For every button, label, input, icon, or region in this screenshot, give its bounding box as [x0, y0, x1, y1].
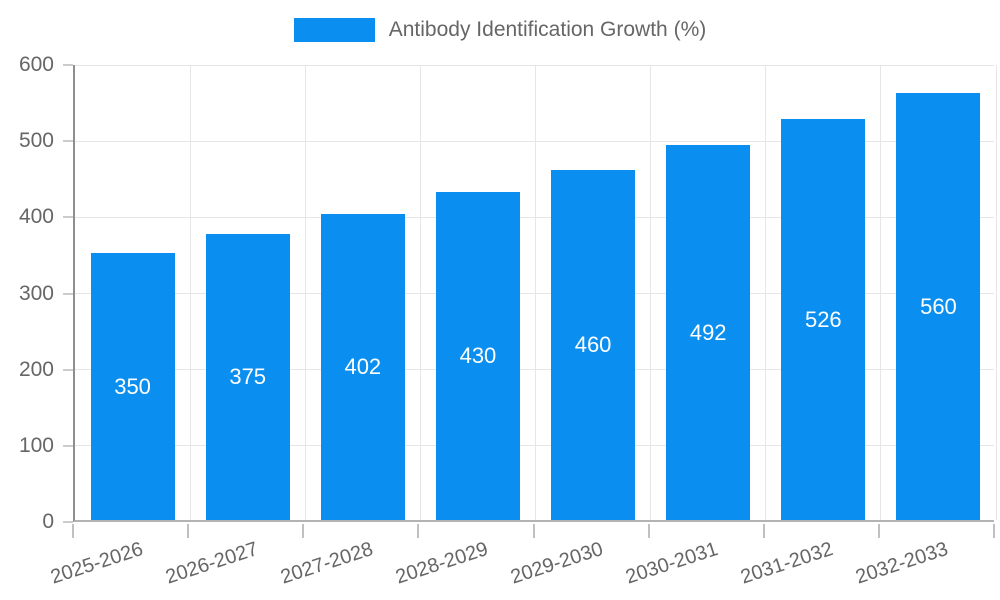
x-label-anchor: 2031-2032: [734, 538, 836, 588]
x-label-anchor: 2027-2028: [273, 538, 376, 588]
legend-label: Antibody Identification Growth (%): [388, 18, 707, 41]
bar-value-label: 350: [114, 373, 151, 399]
gridline-vertical: [995, 65, 997, 520]
bar[interactable]: 560: [896, 93, 981, 520]
x-axis-tick: [187, 524, 190, 538]
gridline-horizontal: [75, 64, 994, 66]
y-tick-label: 600: [18, 53, 54, 76]
bar[interactable]: 350: [90, 253, 175, 520]
y-tick-label: 0: [42, 510, 54, 533]
plot-area: 350 375 402 430 460 492 526 560: [73, 64, 997, 522]
x-axis-tick: [417, 524, 420, 538]
bar-value-label: 526: [804, 306, 842, 332]
y-axis-tick: [63, 216, 73, 219]
y-axis-tick: [63, 521, 73, 523]
gridline-horizontal: [75, 216, 994, 218]
bar[interactable]: 460: [551, 169, 636, 520]
x-label-anchor: 2030-2031: [619, 538, 721, 588]
x-axis-tick: [647, 524, 650, 538]
gridline-horizontal: [75, 445, 994, 447]
chart-legend[interactable]: Antibody Identification Growth (%): [0, 18, 1000, 42]
bar-value-label: 430: [459, 343, 497, 369]
x-tick-label: 2031-2032: [738, 538, 837, 589]
gridline-horizontal: [75, 369, 994, 371]
x-label-anchor: 2029-2030: [503, 538, 606, 588]
x-axis-tick: [302, 524, 305, 538]
x-tick-label: 2029-2030: [508, 538, 606, 589]
bar[interactable]: 402: [320, 213, 405, 520]
y-axis-tick: [63, 444, 73, 447]
x-tick-label: 2025-2026: [47, 538, 146, 589]
x-axis-tick: [532, 524, 535, 538]
bar[interactable]: 430: [435, 192, 520, 520]
x-axis-tick: [877, 524, 880, 538]
bar-value-label: 492: [689, 319, 727, 345]
y-tick-label: 400: [18, 205, 54, 229]
gridline-vertical: [535, 65, 536, 520]
legend-swatch: [293, 18, 375, 42]
bar-value-label: 402: [344, 353, 382, 379]
gridline-vertical: [765, 65, 767, 520]
gridline-vertical: [304, 65, 306, 520]
bar[interactable]: 492: [666, 145, 751, 520]
gridline-vertical: [650, 65, 652, 520]
y-axis-tick: [63, 140, 73, 143]
y-tick-label: 200: [18, 357, 54, 381]
bar-value-label: 560: [920, 293, 957, 319]
bar-value-label: 375: [229, 364, 267, 390]
bar-value-label: 460: [574, 331, 612, 357]
y-axis-tick: [63, 64, 73, 66]
x-tick-label: 2026-2027: [162, 538, 261, 589]
gridline-horizontal: [75, 140, 994, 142]
x-axis-tick: [993, 524, 995, 538]
bar[interactable]: 375: [205, 234, 290, 520]
y-tick-label: 300: [18, 281, 54, 305]
x-label-anchor: 2028-2029: [388, 538, 491, 588]
gridline-vertical: [880, 65, 882, 520]
x-label-anchor: 2025-2026: [43, 538, 146, 588]
y-tick-label: 100: [18, 433, 54, 457]
y-axis-tick: [63, 368, 73, 371]
y-axis-tick: [63, 292, 73, 295]
x-tick-label: 2028-2029: [392, 538, 491, 589]
y-tick-label: 500: [18, 129, 54, 153]
x-tick-label: 2027-2028: [277, 538, 376, 589]
gridline-horizontal: [75, 293, 994, 294]
x-tick-label: 2030-2031: [623, 538, 721, 589]
gridline-vertical: [189, 65, 191, 520]
x-label-anchor: 2026-2027: [158, 538, 261, 588]
gridline-vertical: [419, 65, 421, 520]
x-tick-label: 2032-2033: [853, 538, 952, 589]
x-axis-tick: [72, 524, 74, 538]
x-label-anchor: 2032-2033: [849, 538, 951, 588]
x-axis-tick: [762, 524, 765, 538]
bar[interactable]: 526: [781, 119, 866, 520]
